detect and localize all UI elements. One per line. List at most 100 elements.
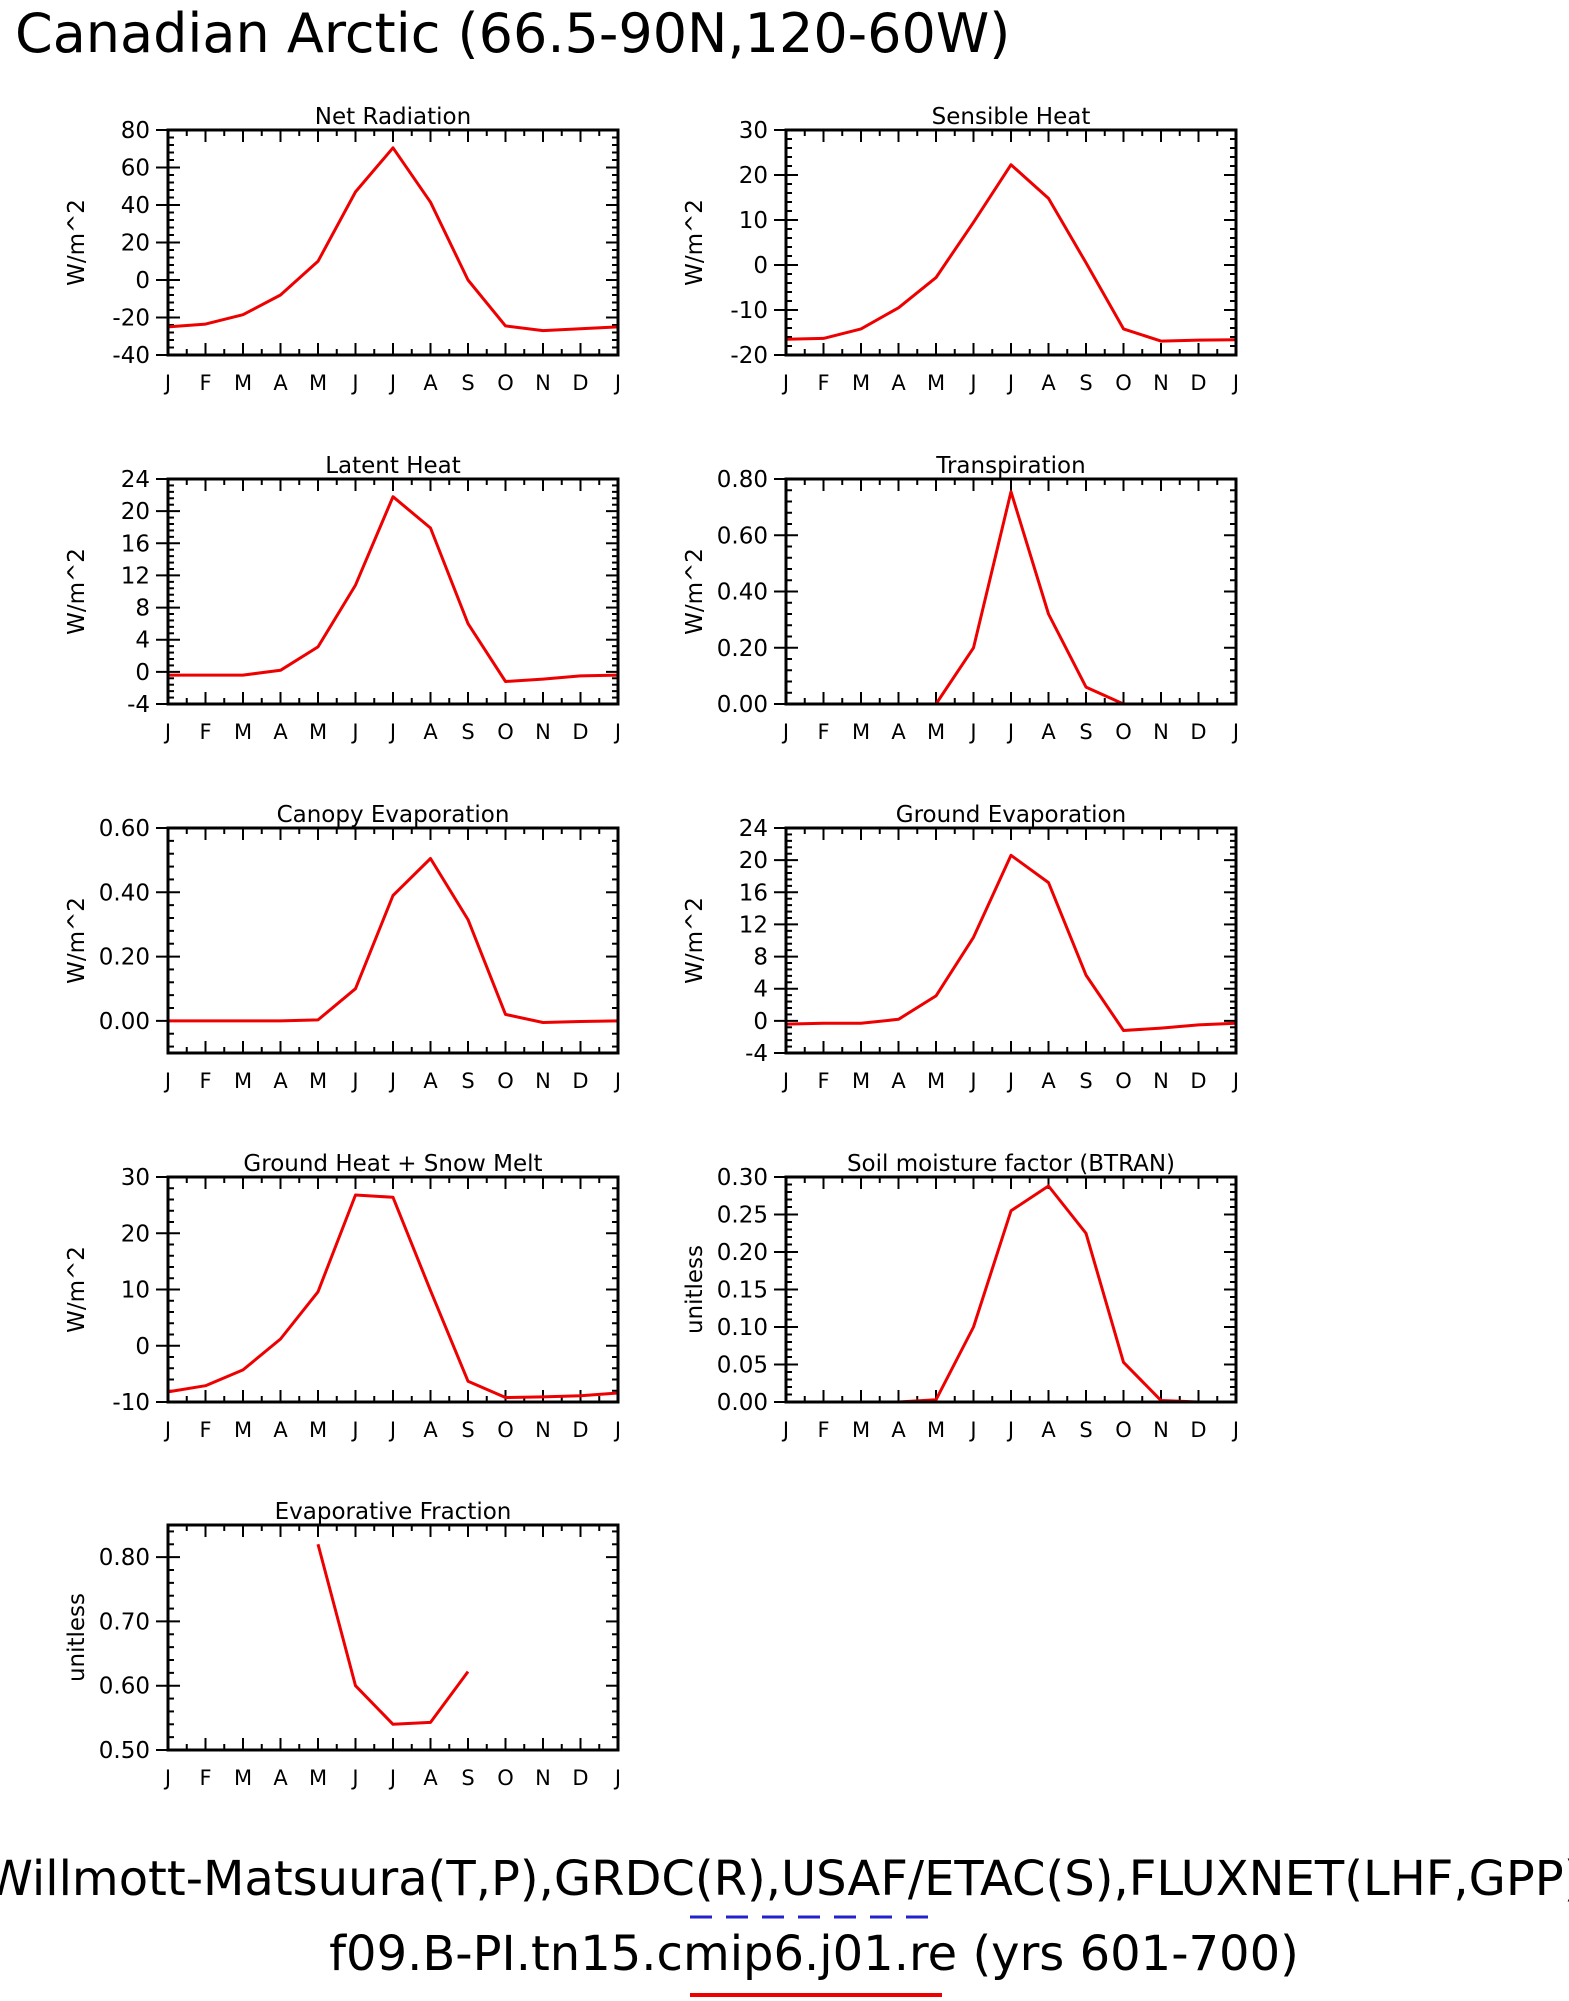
chart-title: Ground Heat + Snow Melt [243, 1151, 542, 1177]
x-tick-label: J [613, 371, 621, 395]
x-tick-label: S [461, 1766, 474, 1790]
x-tick-label: J [1231, 720, 1239, 744]
y-tick-label: 10 [739, 208, 768, 234]
x-tick-label: A [273, 1418, 288, 1442]
series-line [168, 857, 619, 1024]
x-tick-label: O [497, 1766, 514, 1790]
x-tick-label: M [852, 371, 870, 395]
series-line [786, 1184, 1236, 1404]
x-tick-label: J [613, 1766, 621, 1790]
x-tick-label: S [461, 1418, 474, 1442]
y-tick-label: 0.70 [99, 1609, 150, 1635]
x-tick-label: J [1231, 371, 1239, 395]
x-tick-label: J [1006, 371, 1014, 395]
x-tick-label: J [1006, 1069, 1014, 1093]
x-tick-label: M [927, 1069, 945, 1093]
y-tick-label: 24 [121, 467, 150, 493]
plot-frame [784, 477, 1238, 706]
y-tick-label: 20 [739, 848, 768, 874]
y-tick-label: 0.30 [717, 1165, 768, 1191]
x-tick-label: M [234, 1766, 252, 1790]
x-tick-label: S [1079, 1418, 1092, 1442]
x-tick-label: M [234, 720, 252, 744]
x-tick-label: J [388, 720, 396, 744]
x-tick-label: M [309, 1766, 327, 1790]
x-tick-label: F [199, 371, 211, 395]
footer-line-2: f09.B-PI.tn15.cmip6.j01.re (yrs 601-700) [329, 1926, 1299, 1982]
y-tick-label: 0 [135, 1334, 150, 1360]
x-tick-label: S [1079, 1069, 1092, 1093]
x-tick-label: N [535, 1069, 551, 1093]
x-tick-label: J [163, 720, 171, 744]
x-tick-label: N [535, 720, 551, 744]
x-tick-label: N [535, 371, 551, 395]
series-line [167, 146, 619, 333]
x-tick-label: O [497, 720, 514, 744]
x-tick-label: J [163, 1069, 171, 1093]
x-tick-label: S [461, 1069, 474, 1093]
x-tick-label: J [781, 1069, 789, 1093]
y-tick-label: 0 [753, 253, 768, 279]
x-tick-label: N [1153, 720, 1169, 744]
y-tick-label: -10 [730, 298, 768, 324]
x-tick-label: J [968, 371, 976, 395]
x-tick-label: J [968, 720, 976, 744]
y-tick-label: 0.80 [99, 1545, 150, 1571]
x-tick-label: O [497, 1069, 514, 1093]
y-tick-label: 0.60 [99, 816, 150, 842]
y-tick-label: 0.20 [717, 1240, 768, 1266]
x-tick-label: M [309, 720, 327, 744]
y-tick-label: 30 [739, 118, 768, 144]
y-tick-label: 0.80 [717, 467, 768, 493]
y-tick-label: 80 [121, 118, 150, 144]
x-tick-label: F [817, 720, 829, 744]
x-tick-label: J [781, 371, 789, 395]
y-tick-label: 0.00 [99, 1009, 150, 1035]
x-tick-label: J [388, 1766, 396, 1790]
x-tick-label: A [423, 1418, 438, 1442]
page-title: Canadian Arctic (66.5-90N,120-60W) [15, 2, 1010, 65]
x-tick-label: N [535, 1766, 551, 1790]
x-tick-label: D [1190, 371, 1206, 395]
y-tick-label: 16 [121, 531, 150, 557]
y-tick-label: -20 [730, 343, 768, 369]
x-tick-label: A [1041, 720, 1056, 744]
x-tick-label: A [1041, 1418, 1056, 1442]
y-axis-label: W/m^2 [64, 1246, 90, 1333]
x-tick-label: D [1190, 720, 1206, 744]
x-tick-label: M [234, 1069, 252, 1093]
x-tick-label: J [388, 1418, 396, 1442]
x-tick-label: M [852, 720, 870, 744]
x-tick-label: J [613, 720, 621, 744]
chart-title: Latent Heat [325, 453, 461, 479]
x-tick-label: N [1153, 1069, 1169, 1093]
x-tick-label: A [891, 1069, 906, 1093]
y-tick-label: 0.15 [717, 1278, 768, 1304]
y-tick-label: 20 [739, 163, 768, 189]
y-tick-label: -10 [112, 1390, 150, 1416]
footer-line-1: Willmott-Matsuura(T,P),GRDC(R),USAF/ETAC… [0, 1851, 1569, 1907]
x-tick-label: D [572, 720, 588, 744]
x-tick-label: S [461, 371, 474, 395]
x-tick-label: D [1190, 1418, 1206, 1442]
x-tick-label: M [927, 720, 945, 744]
chart-title: Sensible Heat [932, 104, 1091, 130]
x-tick-label: M [234, 1418, 252, 1442]
x-tick-label: F [199, 1069, 211, 1093]
x-tick-label: F [817, 1418, 829, 1442]
x-tick-label: O [1115, 1418, 1132, 1442]
x-tick-label: J [613, 1069, 621, 1093]
x-tick-label: A [423, 1766, 438, 1790]
x-tick-label: O [1115, 371, 1132, 395]
x-tick-label: O [1115, 1069, 1132, 1093]
series-line [167, 1193, 619, 1399]
x-tick-label: F [199, 720, 211, 744]
x-tick-label: O [497, 1418, 514, 1442]
y-tick-label: 0.50 [99, 1738, 150, 1764]
x-tick-label: J [968, 1069, 976, 1093]
y-tick-label: 24 [739, 816, 768, 842]
x-tick-label: F [199, 1418, 211, 1442]
x-tick-label: A [1041, 1069, 1056, 1093]
